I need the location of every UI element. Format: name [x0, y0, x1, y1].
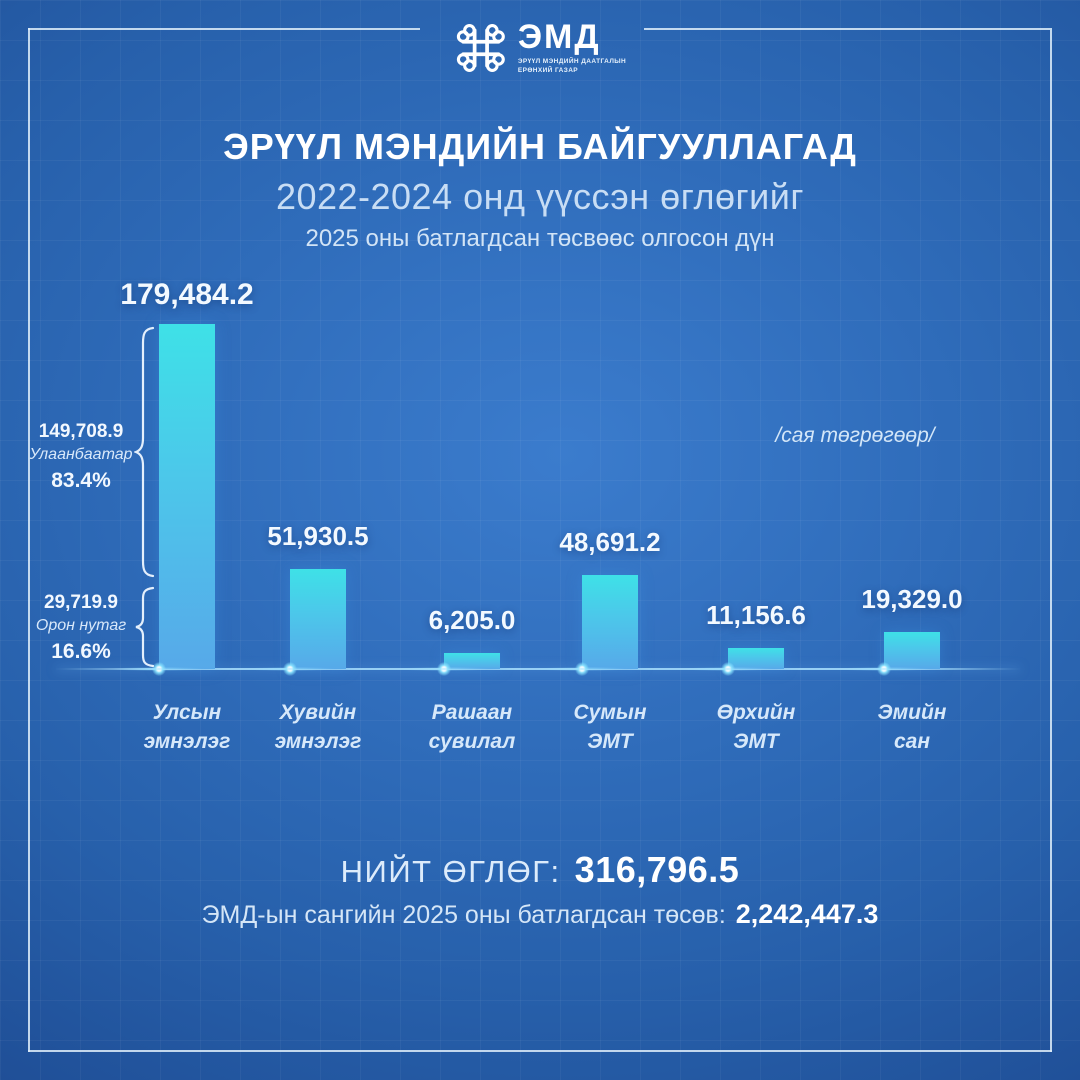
total-line: НИЙТ ӨГЛӨГ: 316,796.5	[0, 849, 1080, 891]
logo: ЭМД ЭРҮҮЛ МЭНДИЙН ДААТГАЛЫН ЕРӨНХИЙ ГАЗА…	[454, 20, 626, 76]
page-subtitle: 2022-2024 онд үүссэн өглөгийг	[275, 176, 805, 217]
annotation-value: 29,719.9	[44, 592, 118, 613]
bar-category-line: Сумын	[573, 701, 647, 724]
bar-category-label-5: Өрхийн ЭМТ	[676, 698, 836, 757]
bar-1	[159, 324, 215, 669]
annotation-oron-nutag: 29,719.9 Орон нутаг 16.6%	[28, 592, 134, 664]
frame-border-left	[28, 28, 30, 1052]
annotation-ulaanbaatar: 149,708.9 Улаанбаатар 83.4%	[28, 421, 134, 493]
bar-category-line: Рашаан	[431, 701, 513, 724]
annotation-label: Орон нутаг	[35, 617, 127, 634]
bar-category-line: сан	[893, 730, 931, 754]
bar-category-label-6: Эмийн сан	[832, 698, 992, 757]
bar-4	[582, 575, 638, 669]
bar-category-line: Өрхийн	[716, 701, 796, 724]
page-subtitle-2: 2025 оны батлагдсан төсвөөс олгосон дүн	[305, 225, 775, 252]
bar-3	[444, 653, 500, 669]
bar-category-line: эмнэлэг	[274, 730, 362, 754]
baseline-glow-dot-5	[683, 662, 773, 676]
baseline-glow-dot-4	[537, 662, 627, 676]
bar-category-label-3: Рашаан сувилал	[392, 698, 552, 757]
unit-note: /сая төгрөгөөр/	[775, 424, 935, 447]
bar-value-1: 179,484.2	[120, 278, 254, 311]
baseline-glow-dot-1	[114, 662, 204, 676]
brand-name: ЭМД	[517, 18, 601, 56]
frame-border-right	[1050, 28, 1052, 1052]
total-value: 316,796.5	[574, 849, 740, 890]
budget-line: ЭМД-ын сангийн 2025 оны батлагдсан төсөв…	[0, 899, 1080, 930]
baseline-glow-dot-3	[399, 662, 489, 676]
brand-tagline-line2: ЕРӨНХИЙ ГАЗАР	[517, 67, 579, 75]
annotation-value: 149,708.9	[38, 421, 124, 442]
frame-border-top-right	[644, 28, 1050, 30]
bar-category-line: ЭМТ	[587, 730, 633, 754]
knot-icon	[456, 23, 505, 72]
bar-category-label-1: Улсын эмнэлэг	[107, 698, 267, 757]
frame-border-bottom	[28, 1050, 1052, 1052]
bar-value-5: 11,156.6	[706, 600, 806, 630]
annotation-label: Улаанбаатар	[29, 446, 133, 463]
bar-value-4: 48,691.2	[559, 527, 661, 557]
bar-category-line: Хувийн	[279, 701, 357, 724]
budget-label: ЭМД-ын сангийн 2025 оны батлагдсан төсөв…	[201, 901, 726, 929]
bar-category-line: Эмийн	[877, 701, 947, 724]
bar-value-2: 51,930.5	[267, 521, 369, 551]
annotation-percent: 16.6%	[51, 640, 111, 663]
bar-category-label-4: Сумын ЭМТ	[530, 698, 690, 757]
baseline-glow-dot-2	[245, 662, 335, 676]
bar-category-line: эмнэлэг	[143, 730, 231, 754]
title-block: ЭРҮҮЛ МЭНДИЙН БАЙГУУЛЛАГАД 2022-2024 онд…	[0, 126, 1080, 253]
budget-value: 2,242,447.3	[735, 899, 879, 929]
bar-value-3: 6,205.0	[428, 605, 516, 635]
bar-value-6: 19,329.0	[861, 584, 963, 614]
bar-category-label-2: Хувийн эмнэлэг	[238, 698, 398, 757]
total-label: НИЙТ ӨГЛӨГ:	[340, 854, 561, 889]
bar-category-line: Улсын	[152, 701, 222, 724]
bar-6	[884, 632, 940, 669]
brand-tagline: ЭРҮҮЛ МЭНДИЙН ДААТГАЛЫН ЕРӨНХИЙ ГАЗАР	[518, 57, 626, 76]
frame-border-top-left	[28, 28, 420, 30]
annotation-percent: 83.4%	[51, 469, 111, 492]
bar-2	[290, 569, 346, 669]
brand-tagline-line1: ЭРҮҮЛ МЭНДИЙН ДААТГАЛЫН	[517, 58, 627, 65]
bar-category-line: сувилал	[428, 730, 516, 754]
page-title: ЭРҮҮЛ МЭНДИЙН БАЙГУУЛЛАГАД	[223, 126, 857, 167]
bracket-icon-ulaanbaatar	[134, 326, 155, 578]
bracket-icon-oron-nutag	[135, 586, 155, 668]
bar-5	[728, 648, 784, 669]
baseline-glow-dot-6	[839, 662, 929, 676]
bar-category-line: ЭМТ	[733, 730, 779, 754]
